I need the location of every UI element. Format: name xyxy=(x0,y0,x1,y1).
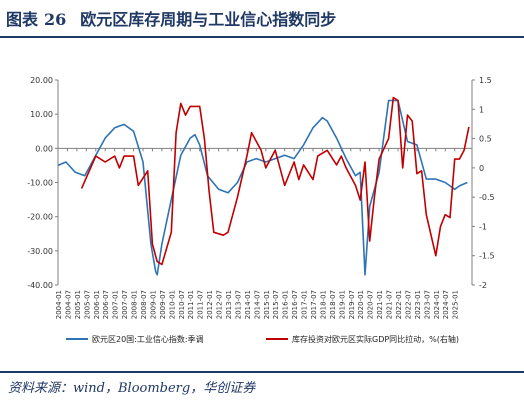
y-right-tick-label: -0.5 xyxy=(479,193,495,202)
chart-legend: 欧元区20国:工业信心指数:季调 库存投资对欧元区实际GDP同比拉动，%(右轴) xyxy=(66,334,459,344)
y-right-tick-label: 0.5 xyxy=(479,135,492,144)
figure-label: 图表 xyxy=(6,10,39,29)
figure-number: 26 xyxy=(44,10,67,29)
chart-lines xyxy=(57,96,470,276)
legend-label: 库存投资对欧元区实际GDP同比拉动，%(右轴) xyxy=(292,334,459,344)
x-tick-label: 2023-07 xyxy=(423,290,431,319)
x-tick-label: 2021-01 xyxy=(376,290,384,319)
figure-title: 图表 26 欧元区库存周期与工业信心指数同步 xyxy=(6,6,336,30)
y-right-tick-label: 1 xyxy=(479,105,484,114)
y-left-tick-label: 10.00 xyxy=(30,110,53,119)
x-tick-label: 2006-01 xyxy=(93,290,101,319)
x-tick-label: 2021-07 xyxy=(386,290,394,319)
x-tick-label: 2007-07 xyxy=(121,290,129,319)
x-tick-label: 2014-01 xyxy=(244,290,252,319)
y-right-tick-label: 0 xyxy=(479,164,484,173)
x-tick-label: 2015-07 xyxy=(272,290,280,319)
y-right-tick-label: -2 xyxy=(479,281,487,290)
footer-rule xyxy=(0,371,524,373)
y-left-tick-label: -30.00 xyxy=(27,247,53,256)
y-right-tick-label: 1.5 xyxy=(479,76,492,85)
x-tick-label: 2010-07 xyxy=(178,290,186,319)
x-tick-label: 2024-01 xyxy=(433,290,441,319)
x-tick-label: 2016-07 xyxy=(291,290,299,319)
x-tick-label: 2005-01 xyxy=(74,290,82,319)
figure-title-text: 欧元区库存周期与工业信心指数同步 xyxy=(80,10,337,29)
x-tick-label: 2004-07 xyxy=(64,290,72,319)
x-tick-label: 2012-07 xyxy=(216,290,224,319)
x-tick-label: 2009-01 xyxy=(149,290,157,319)
y-left-tick-label: 20.00 xyxy=(30,76,53,85)
x-tick-label: 2007-01 xyxy=(112,290,120,319)
x-tick-label: 2013-07 xyxy=(234,290,242,319)
chart-axes: 20.00 10.00 0.00 -10.00 -20.00 -30.00 -40.00 1.… xyxy=(27,76,494,319)
legend-label: 欧元区20国:工业信心指数:季调 xyxy=(92,334,204,344)
x-tick-label: 2022-07 xyxy=(404,290,412,319)
x-tick-label: 2017-07 xyxy=(310,290,318,319)
x-tick-label: 2018-07 xyxy=(329,290,337,319)
y-left-tick-label: 0.00 xyxy=(35,144,53,153)
x-tick-label: 2019-01 xyxy=(338,290,346,319)
source-note: 资料来源：wind，Bloomberg，华创证券 xyxy=(8,381,256,396)
x-tick-label: 2020-01 xyxy=(357,290,365,319)
y-right-tick-label: -1 xyxy=(479,222,487,231)
x-tick-label: 2011-01 xyxy=(187,290,195,319)
x-tick-label: 2015-01 xyxy=(263,290,271,319)
x-tick-label: 2013-01 xyxy=(225,290,233,319)
x-tick-label: 2017-01 xyxy=(301,290,309,319)
y-right-tick-label: -1.5 xyxy=(479,252,495,261)
x-tick-label: 2006-07 xyxy=(102,290,110,319)
x-tick-label: 2025-01 xyxy=(452,290,460,319)
x-tick-label: 2016-01 xyxy=(282,290,290,319)
series-line-confidence xyxy=(57,99,468,276)
x-tick-label: 2010-01 xyxy=(168,290,176,319)
y-left-tick-label: -10.00 xyxy=(27,179,53,188)
title-rule xyxy=(0,36,524,38)
x-tick-label: 2018-01 xyxy=(319,290,327,319)
x-tick-label: 2020-07 xyxy=(367,290,375,319)
y-left-tick-label: -20.00 xyxy=(27,213,53,222)
chart: 20.00 10.00 0.00 -10.00 -20.00 -30.00 -40.00 1.… xyxy=(27,76,494,344)
x-tick-label: 2014-07 xyxy=(253,290,261,319)
x-tick-label: 2008-07 xyxy=(140,290,148,319)
series-line-inventory xyxy=(80,96,470,266)
x-tick-label: 2008-01 xyxy=(131,290,139,319)
x-tick-label: 2011-07 xyxy=(197,290,205,319)
x-tick-label: 2012-01 xyxy=(206,290,214,319)
x-tick-label: 2024-07 xyxy=(442,290,450,319)
y-left-tick-label: -40.00 xyxy=(27,281,53,290)
x-tick-label: 2005-07 xyxy=(83,290,91,319)
x-tick-label: 2023-01 xyxy=(414,290,422,319)
x-tick-label: 2022-01 xyxy=(395,290,403,319)
x-tick-label: 2019-07 xyxy=(348,290,356,319)
x-tick-label: 2004-01 xyxy=(55,290,63,319)
x-tick-label: 2009-07 xyxy=(159,290,167,319)
